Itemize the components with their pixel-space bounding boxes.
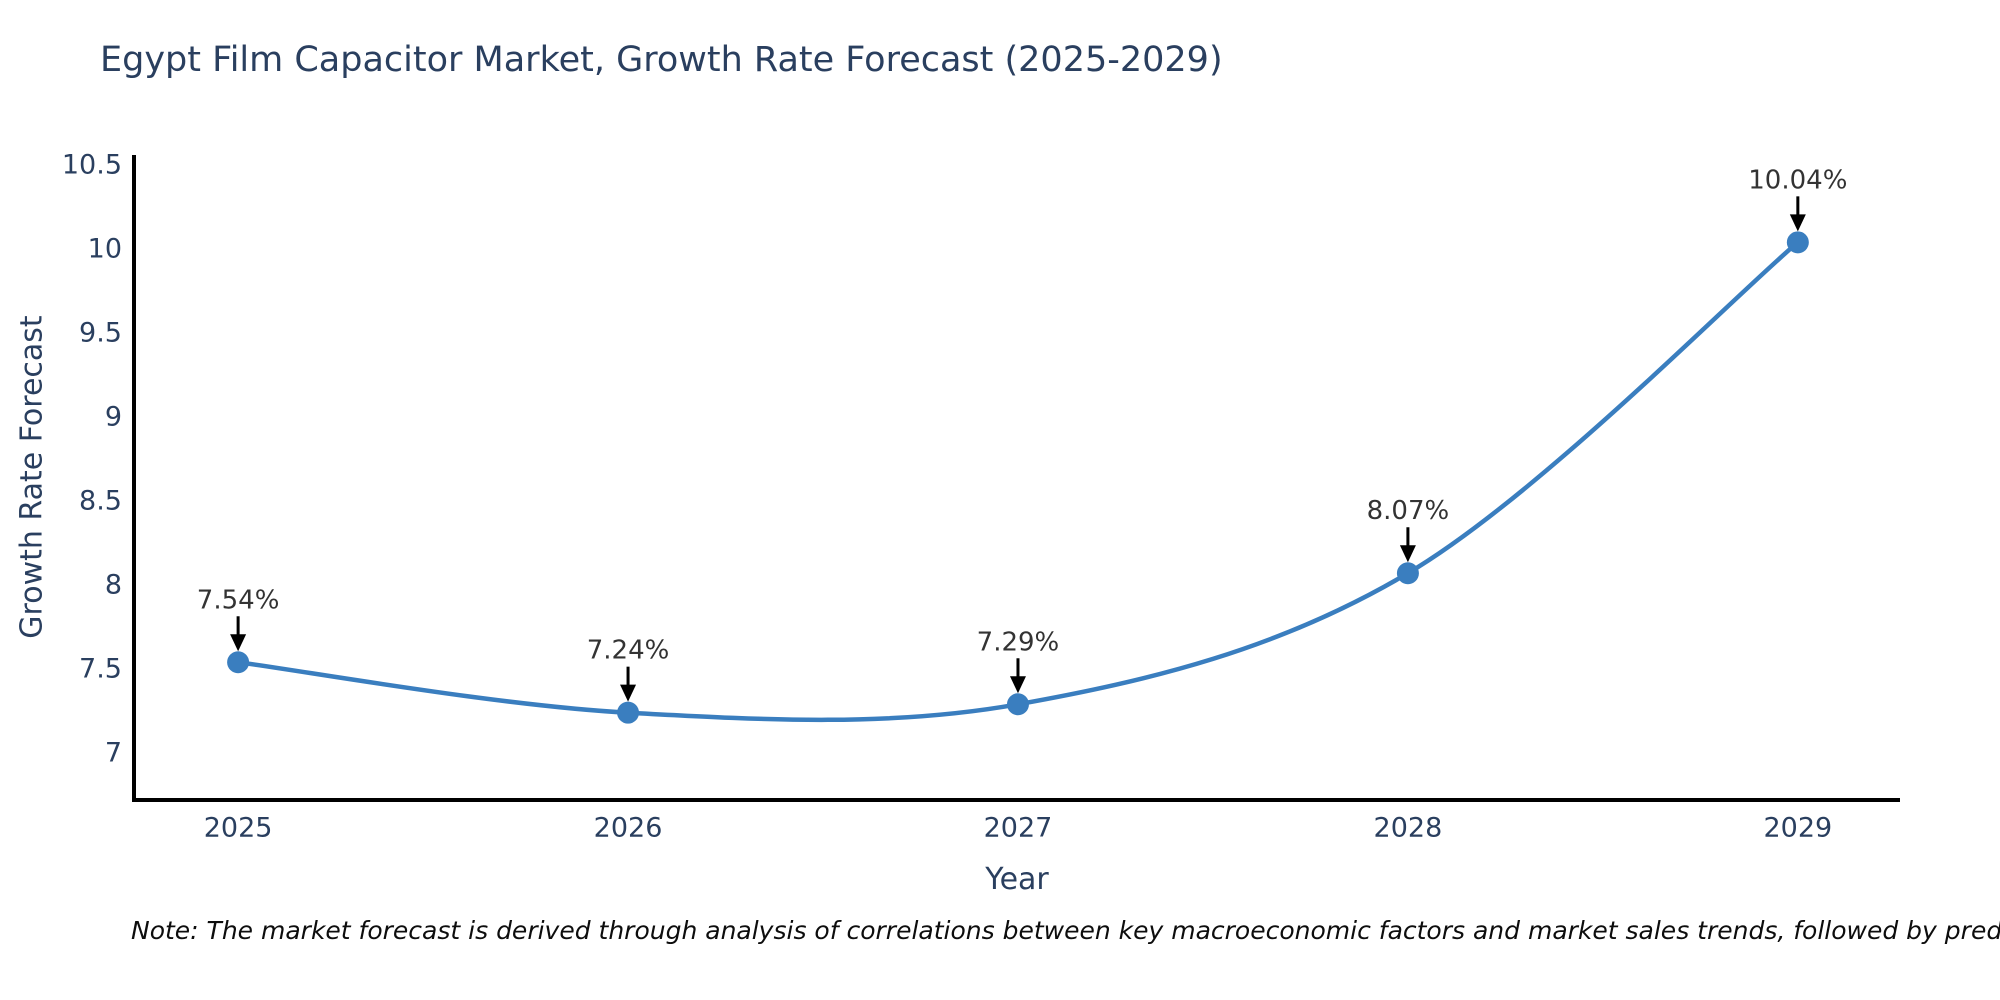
x-axis-tick-label: 2027 <box>984 813 1053 844</box>
data-point-value-label: 7.29% <box>977 627 1060 657</box>
y-axis-tick-label: 10 <box>88 234 122 265</box>
chart-title: Egypt Film Capacitor Market, Growth Rate… <box>100 40 1223 80</box>
footnote-text: Note: The market forecast is derived thr… <box>131 916 2000 945</box>
data-point-value-label: 7.24% <box>587 636 670 666</box>
y-axis-tick-label: 9 <box>105 402 122 433</box>
y-axis-tick-label: 10.5 <box>62 150 122 181</box>
y-axis-title: Growth Rate Forecast <box>14 315 50 639</box>
annotation-arrow-head <box>1789 214 1806 232</box>
y-axis-tick-label: 7.5 <box>79 653 122 684</box>
data-point-value-label: 10.04% <box>1748 165 1847 195</box>
x-axis-tick-label: 2026 <box>594 813 663 844</box>
x-axis-tick-label: 2029 <box>1763 813 1832 844</box>
y-axis-tick-label: 7 <box>105 737 122 768</box>
trend-line <box>237 240 1800 723</box>
y-axis-tick-label: 8.5 <box>79 486 122 517</box>
annotation-arrow-head <box>620 684 637 702</box>
data-point-marker <box>1786 231 1809 254</box>
data-point-marker <box>1006 693 1029 716</box>
y-axis-tick-label: 9.5 <box>79 318 122 349</box>
x-axis-title: Year <box>985 862 1049 897</box>
y-axis-tick-label: 8 <box>105 570 122 601</box>
annotation-arrow-head <box>1009 676 1026 694</box>
data-point-marker <box>617 701 640 724</box>
x-axis-tick-label: 2025 <box>204 813 273 844</box>
annotation-arrow-head <box>230 634 247 652</box>
axis-lines <box>132 155 1900 802</box>
data-point-marker <box>1396 562 1419 585</box>
x-axis-tick-label: 2028 <box>1374 813 1443 844</box>
data-point-marker <box>227 651 250 674</box>
data-point-value-label: 8.07% <box>1367 496 1450 526</box>
annotation-arrow-head <box>1399 545 1416 563</box>
data-point-value-label: 7.54% <box>197 585 280 615</box>
